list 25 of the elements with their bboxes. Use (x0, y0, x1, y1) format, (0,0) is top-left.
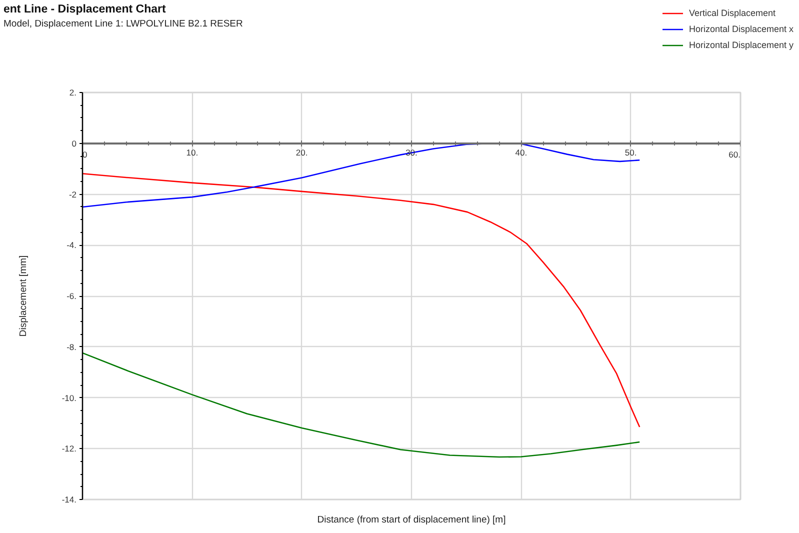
y-tick-label: -2 (68, 189, 77, 200)
legend-label: Horizontal Displacement x (689, 23, 794, 35)
y-axis-title: Displacement [mm] (18, 255, 29, 337)
x-tick-label: 50. (624, 147, 637, 158)
y-tick-label: -12. (62, 444, 77, 454)
x-tick-label: 20. (296, 147, 308, 158)
line-series (82, 172, 640, 428)
line-series (82, 352, 640, 458)
chart-subtitle: Model, Displacement Line 1: LWPOLYLINE B2.1 RESER (4, 18, 244, 30)
y-tick-label: -8. (66, 342, 76, 352)
y-tick-label: -10. (62, 392, 77, 403)
chart-title: ent Line - Displacement Chart (4, 4, 166, 16)
y-tick-label: -14. (62, 494, 77, 504)
x-tick-label: 0 (82, 149, 88, 160)
x-tick-label: 10. (186, 147, 198, 158)
line-series (82, 142, 640, 208)
legend-label: Vertical Displacement (689, 7, 776, 19)
x-tick-label: 40. (515, 147, 528, 158)
x-axis-title: Distance (from start of displacement line) [m] (317, 514, 506, 526)
y-tick-label: -4. (66, 240, 76, 250)
y-tick-label: -6. (66, 291, 76, 301)
x-tick-label: 60. (728, 149, 741, 160)
y-tick-label: 2. (69, 88, 77, 98)
y-tick-label: 0 (72, 138, 77, 148)
legend-label: Horizontal Displacement y (689, 39, 794, 51)
